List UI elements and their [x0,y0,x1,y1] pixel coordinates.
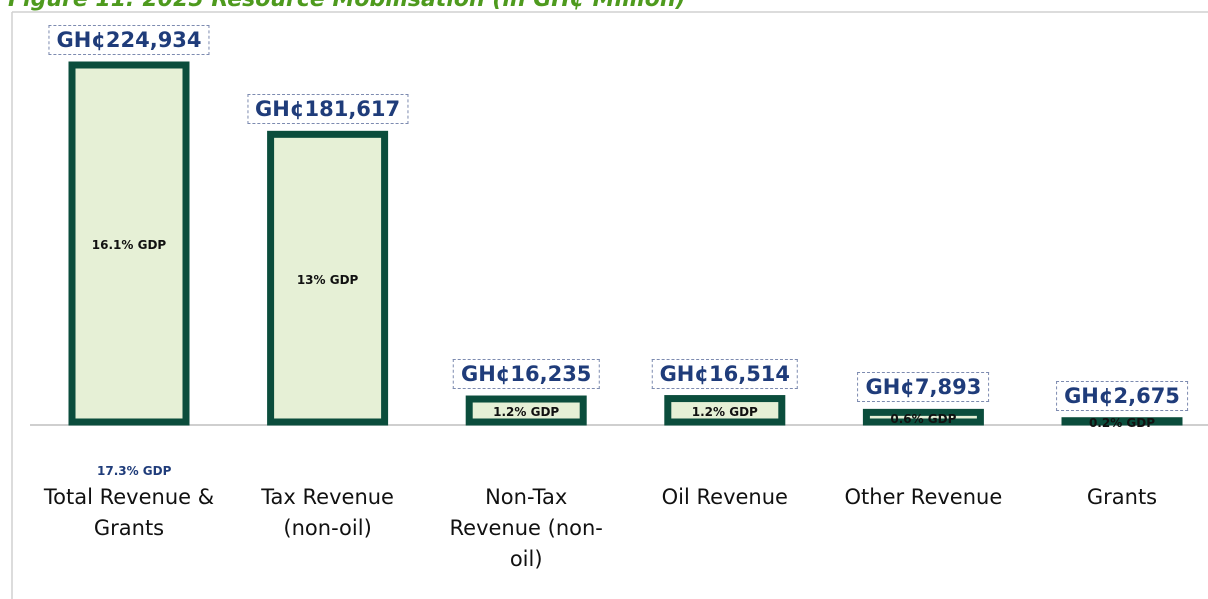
gdp-label: 16.1% GDP [91,238,167,252]
bar [862,408,984,426]
x-tick-label: Oil Revenue [661,485,788,509]
x-tick-label: Total Revenue & Grants [43,485,215,540]
bar [267,130,389,426]
x-tick-label: Grants [1086,485,1158,509]
x-tick-label: Tax Revenue (non-oil) [261,485,394,540]
value-label: GH¢181,617 [247,94,409,125]
value-label: GH¢2,675 [1056,380,1188,411]
gdp-label: 1.2% GDP [493,405,560,419]
gdp-label: 13% GDP [296,272,359,287]
chart-title: Figure 11: 2025 Resource Mobilisation (i… [8,0,686,12]
bar [1061,417,1183,426]
gdp-label: 1.2% GDP [691,404,758,419]
bar [664,395,786,426]
value-label: GH¢16,514 [651,358,799,389]
annotation: 17.3% GDP [97,464,172,478]
bar [465,395,587,426]
x-tick-label: Non-Tax Revenue (non-oil) [449,485,603,571]
x-tick-label: Other Revenue [844,485,1003,509]
bar [68,61,190,426]
value-label: GH¢7,893 [857,372,990,403]
gdp-label: 0.6% GDP [890,411,957,426]
value-label: GH¢224,934 [48,25,210,55]
value-label: GH¢16,235 [452,359,600,390]
gdp-label: 0.2% GDP [1088,415,1156,430]
